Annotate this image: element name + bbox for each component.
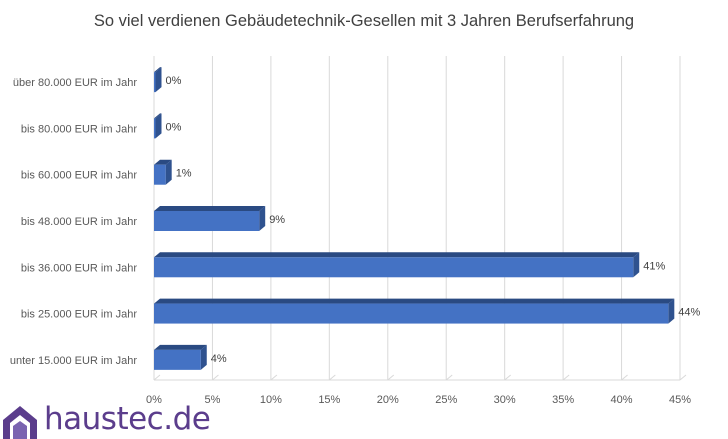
- bar: [154, 206, 266, 231]
- data-label: 41%: [643, 260, 665, 272]
- category-labels: über 80.000 EUR im Jahr bis 80.000 EUR im…: [10, 77, 138, 367]
- bar: [154, 113, 162, 139]
- category-label: unter 15.000 EUR im Jahr: [10, 355, 138, 367]
- gridline-foot-0: [153, 374, 161, 381]
- x-tick-label: 20%: [377, 394, 399, 406]
- bar-front-face: [154, 72, 156, 93]
- x-tick-label: 40%: [611, 394, 633, 406]
- gridline-foot-25: [445, 374, 453, 381]
- data-label: 4%: [211, 353, 227, 365]
- bar-front-face: [154, 349, 201, 370]
- gridline-foot-10: [270, 374, 278, 381]
- bar-side-face: [633, 252, 640, 278]
- logo-text: haustec.de: [44, 401, 211, 437]
- x-tick-label: 25%: [435, 394, 457, 406]
- bar-side-face: [165, 159, 172, 185]
- gridline-foot-35: [562, 374, 570, 381]
- bar: [154, 67, 162, 93]
- gridline-foot-30: [504, 374, 511, 381]
- category-label: bis 60.000 EUR im Jahr: [21, 170, 137, 182]
- category-label: bis 48.000 EUR im Jahr: [21, 216, 137, 228]
- gridline-foot-20: [387, 374, 395, 381]
- data-label: 0%: [166, 75, 182, 87]
- x-tick-label: 10%: [260, 394, 282, 406]
- category-label: bis 80.000 EUR im Jahr: [21, 123, 137, 135]
- x-tick-label: 15%: [318, 394, 340, 406]
- bar-top-face: [154, 206, 266, 211]
- bar-top-face: [154, 252, 640, 258]
- bar-side-face: [200, 344, 207, 370]
- bar: [154, 298, 675, 324]
- data-label: 9%: [269, 214, 285, 226]
- bar-side-face: [155, 113, 162, 139]
- chart-title: So viel verdienen Gebäudetechnik-Geselle…: [94, 12, 634, 30]
- bar-front-face: [154, 257, 634, 278]
- gridline-foot-45: [679, 374, 687, 381]
- bar: [154, 252, 640, 278]
- bar-top-face: [154, 298, 675, 304]
- bar-front-face: [154, 211, 260, 231]
- category-label: bis 36.000 EUR im Jahr: [21, 262, 137, 274]
- gridline-foot-15: [329, 374, 336, 381]
- bar-top-face: [154, 113, 162, 119]
- data-label: 0%: [166, 121, 182, 133]
- haustec-logo-icon: [3, 406, 37, 439]
- gridline-foot-5: [212, 374, 219, 381]
- bar-top-face: [154, 344, 207, 350]
- x-tick-label: 30%: [494, 394, 516, 406]
- gridlines: [153, 56, 687, 381]
- data-label: 44%: [678, 307, 700, 319]
- x-tick-label: 5%: [204, 394, 220, 406]
- bar-front-face: [154, 303, 669, 324]
- bar: [154, 344, 207, 370]
- x-axis-tick-labels: 0% 5% 10% 15% 20% 25% 30% 35% 40% 45%: [146, 394, 691, 406]
- category-label: über 80.000 EUR im Jahr: [13, 77, 137, 89]
- bar-top-face: [154, 67, 162, 73]
- bar-front-face: [154, 118, 156, 139]
- data-label: 1%: [176, 168, 192, 180]
- bar-top-face: [154, 159, 172, 165]
- x-tick-label: 35%: [552, 394, 574, 406]
- bar: [154, 159, 172, 185]
- data-labels: 0% 0% 1% 9% 41% 44% 4%: [166, 75, 701, 365]
- bar-side-face: [259, 206, 266, 231]
- category-label: bis 25.000 EUR im Jahr: [21, 309, 137, 321]
- bar-side-face: [155, 67, 162, 93]
- bar-front-face: [154, 164, 166, 185]
- x-tick-label: 0%: [146, 394, 162, 406]
- bar-side-face: [668, 298, 675, 324]
- x-tick-label: 45%: [669, 394, 691, 406]
- gridline-foot-40: [621, 374, 628, 381]
- bars: [154, 67, 675, 370]
